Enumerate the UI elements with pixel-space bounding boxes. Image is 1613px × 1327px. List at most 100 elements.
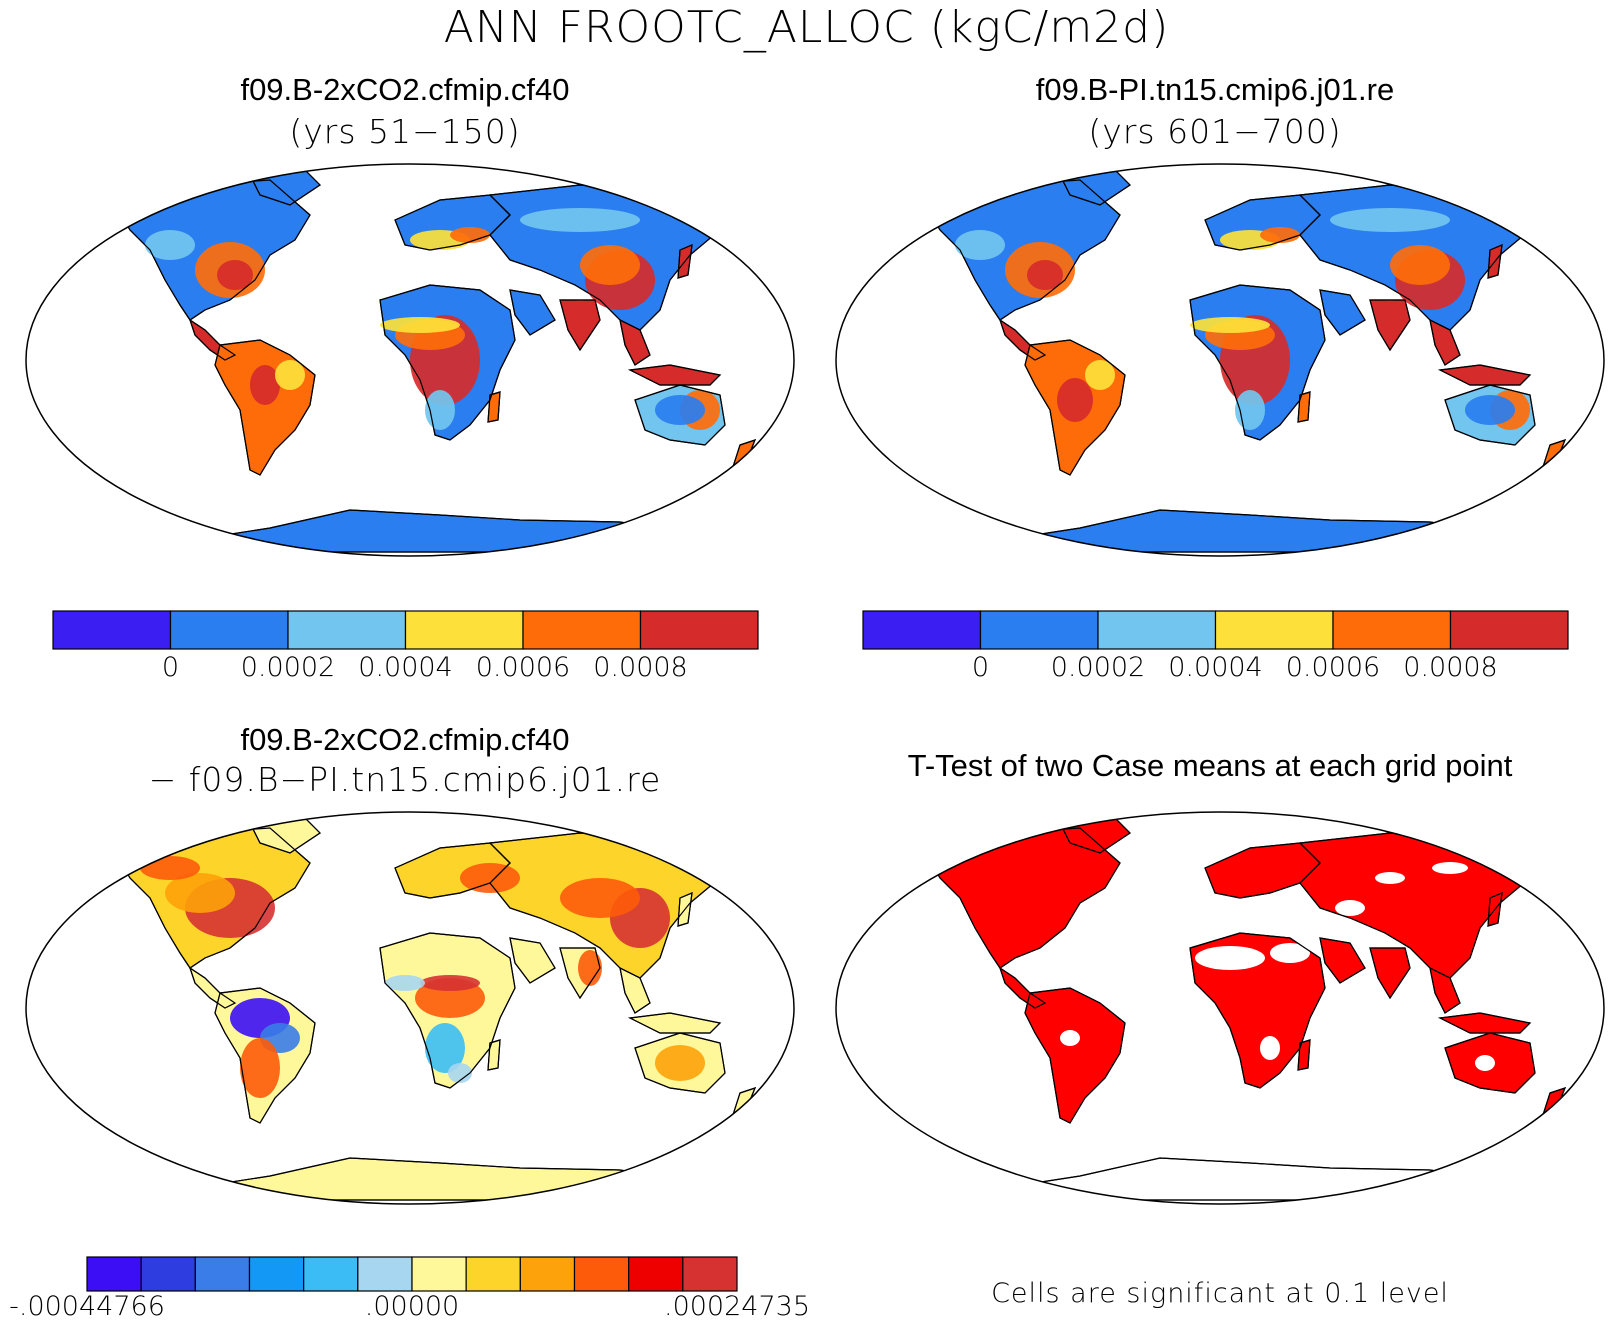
field-blob bbox=[1027, 260, 1063, 290]
colorbar-swatch bbox=[287, 610, 407, 650]
colorbar-difference bbox=[86, 1256, 738, 1292]
land-antarctica bbox=[969, 509, 1531, 553]
land-southAmerica bbox=[1024, 987, 1126, 1124]
colorbar-tick-label: 0 bbox=[971, 652, 990, 683]
land-arabia bbox=[1319, 937, 1366, 984]
field-blob bbox=[1465, 395, 1515, 425]
field-blob bbox=[1378, 300, 1402, 340]
field-blob bbox=[448, 1063, 472, 1083]
colorbar-swatch bbox=[194, 1256, 251, 1292]
field-blob bbox=[1330, 208, 1450, 232]
land-arabia bbox=[509, 937, 556, 984]
insignificant-cell bbox=[1432, 862, 1468, 874]
field-blob bbox=[1390, 245, 1450, 285]
insignificant-cell bbox=[1260, 1036, 1280, 1060]
field-blob bbox=[275, 360, 305, 390]
field-blob bbox=[655, 395, 705, 425]
colorbar-tick-label: 0.0002 bbox=[1050, 652, 1146, 683]
colorbar-swatch bbox=[169, 610, 289, 650]
colorbar-case2-labels: 0 0.0002 0.0004 0.0006 0.0008 bbox=[863, 652, 1568, 686]
insignificant-cell bbox=[1335, 900, 1365, 916]
ttest-note: Cells are significant at 0.1 level bbox=[991, 1278, 1449, 1309]
field-blob bbox=[560, 878, 640, 918]
land-europe bbox=[1204, 842, 1321, 899]
map-case1 bbox=[25, 163, 795, 557]
panel4-title: T-Test of two Case means at each grid po… bbox=[907, 748, 1513, 783]
land-nz bbox=[1541, 439, 1567, 472]
panel1-title: f09.B-2xCO2.cfmip.cf40 bbox=[240, 72, 570, 107]
colorbar-tick-label: 0.0004 bbox=[1168, 652, 1263, 683]
map-frame bbox=[835, 163, 1605, 557]
colorbar-tick-label: 0 bbox=[161, 652, 180, 683]
field-blob bbox=[165, 873, 235, 913]
insignificant-cell bbox=[1195, 946, 1265, 970]
colorbar-swatch bbox=[248, 1256, 305, 1292]
colorbar-tick-label: 0.0002 bbox=[240, 652, 336, 683]
field-blob bbox=[425, 1023, 465, 1073]
colorbar-tick-label: 0.0008 bbox=[593, 652, 688, 683]
colorbar-tick-label: -.00044766 bbox=[9, 1291, 165, 1322]
colorbar-swatch bbox=[519, 1256, 576, 1292]
figure-title: ANN FROOTC_ALLOC (kgC/m2d) bbox=[443, 2, 1170, 53]
colorbar-swatch bbox=[862, 610, 982, 650]
colorbar-swatch bbox=[639, 610, 759, 650]
field-blob bbox=[145, 230, 195, 260]
panel2-subtitle: (yrs 601−700) bbox=[1088, 112, 1342, 151]
colorbar-swatch bbox=[52, 610, 172, 650]
colorbar-swatch bbox=[357, 1256, 413, 1292]
colorbar-swatch bbox=[303, 1256, 359, 1292]
field-blob bbox=[380, 317, 460, 333]
colorbar-swatch bbox=[1449, 610, 1569, 650]
land-india bbox=[1369, 947, 1411, 1000]
map-frame bbox=[25, 811, 795, 1205]
colorbar-swatch bbox=[628, 1256, 684, 1292]
field-blob bbox=[460, 863, 520, 893]
land-arabia bbox=[1319, 289, 1366, 336]
colorbar-tick-label: .00000 bbox=[364, 1291, 460, 1322]
colorbar-swatch bbox=[1332, 610, 1452, 650]
panel1-subtitle: (yrs 51−150) bbox=[289, 112, 521, 151]
field-blob bbox=[568, 300, 592, 340]
colorbar-tick-label: 0.0004 bbox=[358, 652, 453, 683]
field-blob bbox=[250, 365, 280, 405]
colorbar-swatch bbox=[1097, 610, 1217, 650]
land-nz bbox=[731, 439, 757, 472]
colorbar-tick-label: 0.0008 bbox=[1403, 652, 1498, 683]
colorbar-tick-label: 0.0006 bbox=[475, 652, 571, 683]
field-blob bbox=[520, 208, 640, 232]
land-antarctica bbox=[969, 1157, 1531, 1201]
field-blob bbox=[240, 1038, 280, 1098]
colorbar-case1 bbox=[52, 610, 759, 650]
colorbar-swatch bbox=[465, 1256, 521, 1292]
map-frame bbox=[835, 811, 1605, 1205]
insignificant-cell bbox=[1270, 943, 1310, 963]
panel3-subtitle: − f09.B−PI.tn15.cmip6.j01.re bbox=[148, 760, 662, 799]
colorbar-difference-labels: -.00044766 .00000 .00024735 bbox=[9, 1291, 810, 1325]
land-nz bbox=[731, 1087, 757, 1120]
field-blob bbox=[1190, 317, 1270, 333]
colorbar-swatch bbox=[682, 1256, 738, 1292]
panel3-title: f09.B-2xCO2.cfmip.cf40 bbox=[240, 722, 570, 757]
field-blob bbox=[1085, 360, 1115, 390]
land-antarctica bbox=[159, 1157, 721, 1201]
colorbar-tick-label: .00024735 bbox=[663, 1291, 811, 1322]
colorbar-swatch bbox=[522, 610, 642, 650]
colorbar-swatch bbox=[140, 1256, 196, 1292]
map-ttest bbox=[835, 811, 1605, 1205]
field-blob bbox=[450, 227, 490, 243]
colorbar-swatch bbox=[979, 610, 1099, 650]
colorbar-swatch bbox=[404, 610, 524, 650]
colorbar-case1-labels: 0 0.0002 0.0004 0.0006 0.0008 bbox=[53, 652, 758, 686]
field-blob bbox=[955, 230, 1005, 260]
field-blob bbox=[140, 856, 200, 880]
panel2-title: f09.B-PI.tn15.cmip6.j01.re bbox=[1035, 72, 1395, 107]
field-blob bbox=[420, 975, 480, 991]
field-blob bbox=[580, 245, 640, 285]
land-nz bbox=[1541, 1087, 1567, 1120]
field-blob bbox=[655, 1045, 705, 1081]
insignificant-cell bbox=[1475, 1055, 1495, 1071]
insignificant-cell bbox=[1375, 872, 1405, 884]
land-antarctica bbox=[159, 509, 721, 553]
field-blob bbox=[1057, 378, 1093, 422]
field-blob bbox=[578, 950, 602, 986]
